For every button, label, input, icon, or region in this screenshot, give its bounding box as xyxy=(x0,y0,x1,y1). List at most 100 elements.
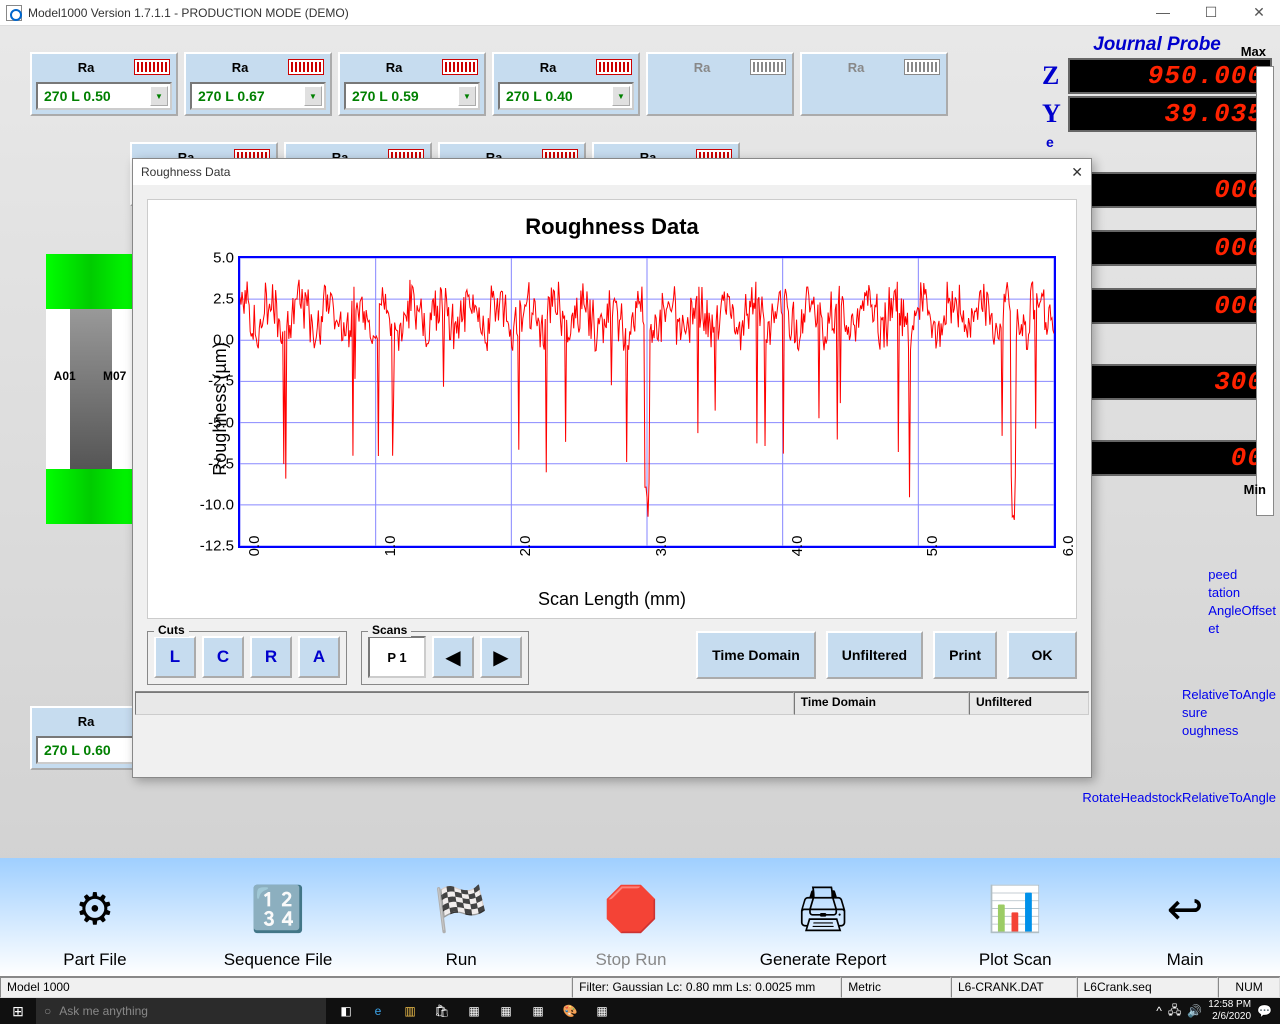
link-rotate[interactable]: RotateHeadstockRelativeToAngle xyxy=(1082,790,1276,805)
scan-prev-button[interactable]: ◀ xyxy=(432,636,474,678)
chart-plot: 0.01.02.03.04.05.06.05.02.50.0-2.5-5.0-7… xyxy=(238,256,1056,548)
grid-icon[interactable] xyxy=(288,59,324,75)
taskbar-clock[interactable]: 12:58 PM 2/6/2020 xyxy=(1208,999,1251,1023)
probe-trackbar[interactable] xyxy=(1256,66,1274,516)
ra-value-dropdown[interactable]: 270 L 0.59▼ xyxy=(344,82,480,110)
maximize-button[interactable]: ☐ xyxy=(1196,4,1226,21)
grid-icon[interactable] xyxy=(134,59,170,75)
app-icon xyxy=(6,5,22,21)
led-readout: 39.035 xyxy=(1068,96,1272,132)
cut-l-button[interactable]: L xyxy=(154,636,196,678)
ra-value-dropdown[interactable]: 270 L 0.40▼ xyxy=(498,82,634,110)
link-item[interactable]: sure xyxy=(1182,704,1276,722)
taskbar: ⊞ ○Ask me anything ◧ e ▥ 🛍 ▦ ▦ ▦ 🎨 ▦ ^ 🖧… xyxy=(0,998,1280,1024)
min-label: Min xyxy=(1244,482,1266,497)
chevron-down-icon[interactable]: ▼ xyxy=(458,86,476,106)
toolbar-sequence-file[interactable]: 🔢 Sequence File xyxy=(224,874,333,970)
chart-area: Roughness Data Roughness (µm) Scan Lengt… xyxy=(147,199,1077,619)
led-readout: 000 xyxy=(1068,288,1272,324)
cuts-group: Cuts LCRA xyxy=(147,631,347,685)
led-readout: 300 xyxy=(1068,364,1272,400)
tray-vol-icon[interactable]: 🔊 xyxy=(1187,1004,1202,1018)
journal-probe-title: Journal Probe xyxy=(1042,34,1272,56)
link-item[interactable]: peed xyxy=(1208,566,1276,584)
main-toolbar: ⚙ Part File 🔢 Sequence File 🏁 Run 🛑 Stop… xyxy=(0,858,1280,976)
toolbar-stop-run[interactable]: 🛑 Stop Run xyxy=(590,874,672,970)
toolbar-icon: 🖨 xyxy=(782,874,864,944)
toolbar-generate-report[interactable]: 🖨 Generate Report xyxy=(760,874,887,970)
time-domain-button[interactable]: Time Domain xyxy=(696,631,816,679)
taskbar-search[interactable]: ○Ask me anything xyxy=(36,998,326,1024)
status-file1: L6-CRANK.DAT xyxy=(951,977,1077,998)
cut-r-button[interactable]: R xyxy=(250,636,292,678)
cut-a-button[interactable]: A xyxy=(298,636,340,678)
dialog-titlebar: Roughness Data ✕ xyxy=(133,159,1091,185)
store-icon[interactable]: 🛍 xyxy=(432,1004,452,1018)
app1-icon[interactable]: ▦ xyxy=(464,1004,484,1018)
toolbar-main[interactable]: ↩ Main xyxy=(1144,874,1226,970)
app4-icon[interactable]: ▦ xyxy=(592,1004,612,1018)
chevron-down-icon[interactable]: ▼ xyxy=(304,86,322,106)
led-readout: 000 xyxy=(1068,230,1272,266)
status-units: Metric xyxy=(841,977,951,998)
ra-box: Ra xyxy=(800,52,948,116)
led-readout: 950.000 xyxy=(1068,58,1272,94)
toolbar-icon: 🔢 xyxy=(237,874,319,944)
grid-icon[interactable] xyxy=(904,59,940,75)
chevron-down-icon[interactable]: ▼ xyxy=(150,86,168,106)
status-num: NUM xyxy=(1218,977,1280,998)
unfiltered-button[interactable]: Unfiltered xyxy=(826,631,923,679)
dialog-statusbar: Time Domain Unfiltered xyxy=(135,691,1089,715)
toolbar-part-file[interactable]: ⚙ Part File xyxy=(54,874,136,970)
status-filter: Filter: Gaussian Lc: 0.80 mm Ls: 0.0025 … xyxy=(572,977,841,998)
minimize-button[interactable]: — xyxy=(1148,4,1178,21)
task-view-icon[interactable]: ◧ xyxy=(336,1004,356,1018)
link-item[interactable]: tation xyxy=(1208,584,1276,602)
ra-box: Ra 270 L 0.40▼ xyxy=(492,52,640,116)
explorer-icon[interactable]: ▥ xyxy=(400,1004,420,1018)
paint-icon[interactable]: 🎨 xyxy=(560,1004,580,1018)
link-item[interactable]: et xyxy=(1208,620,1276,638)
cuts-label: Cuts xyxy=(154,623,189,637)
journal-row: Z 950.000 xyxy=(1042,58,1272,94)
scan-next-button[interactable]: ▶ xyxy=(480,636,522,678)
link-item[interactable]: AngleOffset xyxy=(1208,602,1276,620)
ra-label: Ra xyxy=(500,60,596,75)
tray-net-icon[interactable]: 🖧 xyxy=(1168,1001,1181,1022)
toolbar-icon: 🏁 xyxy=(420,874,502,944)
grid-icon[interactable] xyxy=(442,59,478,75)
link-item[interactable]: RelativeToAngle xyxy=(1182,686,1276,704)
window-title: Model1000 Version 1.7.1.1 - PRODUCTION M… xyxy=(28,6,349,20)
toolbar-icon: ⚙ xyxy=(54,874,136,944)
app3-icon[interactable]: ▦ xyxy=(528,1004,548,1018)
statusbar: Model 1000 Filter: Gaussian Lc: 0.80 mm … xyxy=(0,976,1280,998)
part-label-m07: M07 xyxy=(103,369,126,383)
ra-label: Ra xyxy=(346,60,442,75)
close-button[interactable]: ✕ xyxy=(1244,4,1274,21)
dialog-close-button[interactable]: ✕ xyxy=(1071,164,1083,181)
ra-box: Ra 270 L 0.50▼ xyxy=(30,52,178,116)
print-button[interactable]: Print xyxy=(933,631,997,679)
tray-up-icon[interactable]: ^ xyxy=(1156,1004,1162,1018)
ra-value-dropdown[interactable]: 270 L 0.67▼ xyxy=(190,82,326,110)
toolbar-plot-scan[interactable]: 📊 Plot Scan xyxy=(974,874,1056,970)
link-item[interactable]: oughness xyxy=(1182,722,1276,740)
status-unfiltered: Unfiltered xyxy=(969,692,1089,715)
app2-icon[interactable]: ▦ xyxy=(496,1004,516,1018)
chevron-down-icon[interactable]: ▼ xyxy=(612,86,630,106)
ra-label: Ra xyxy=(38,60,134,75)
journal-row: Y 39.035 xyxy=(1042,96,1272,132)
toolbar-icon: 🛑 xyxy=(590,874,672,944)
ok-button[interactable]: OK xyxy=(1007,631,1077,679)
scans-label: Scans xyxy=(368,623,411,637)
tray-notif-icon[interactable]: 💬 xyxy=(1257,1004,1272,1018)
ra-value-dropdown[interactable]: 270 L 0.50▼ xyxy=(36,82,172,110)
scans-group: Scans P 1 ◀ ▶ xyxy=(361,631,529,685)
start-button[interactable]: ⊞ xyxy=(0,1003,36,1020)
grid-icon[interactable] xyxy=(596,59,632,75)
grid-icon[interactable] xyxy=(750,59,786,75)
edge-icon[interactable]: e xyxy=(368,1004,388,1018)
cut-c-button[interactable]: C xyxy=(202,636,244,678)
status-time-domain: Time Domain xyxy=(794,692,969,715)
toolbar-run[interactable]: 🏁 Run xyxy=(420,874,502,970)
